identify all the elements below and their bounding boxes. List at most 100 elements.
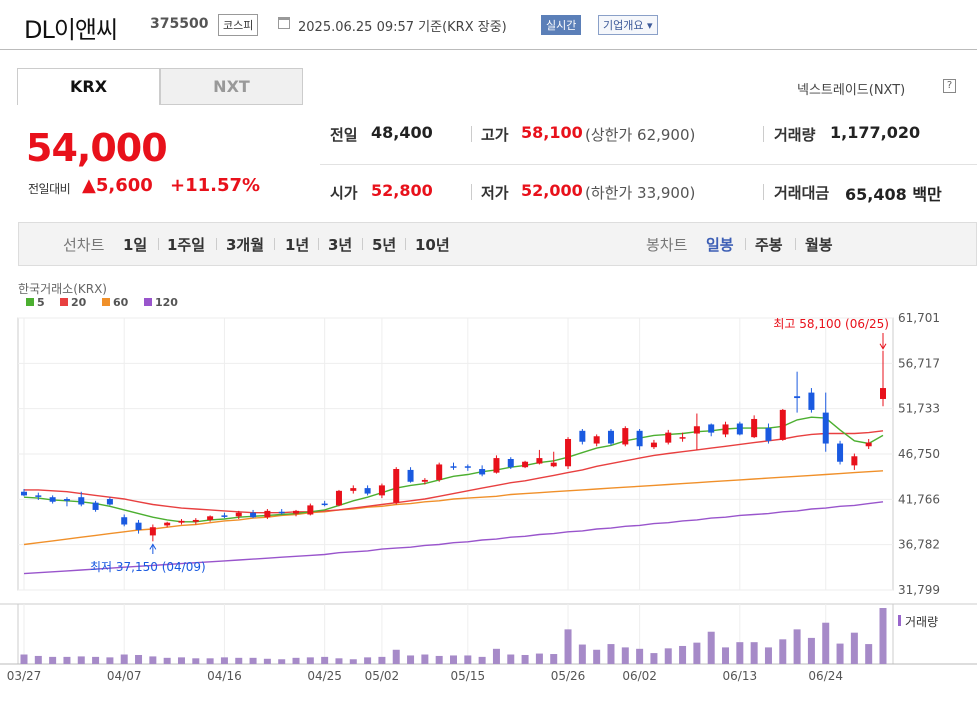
legend-label: 20 bbox=[71, 296, 87, 309]
y-tick-label: 51,733 bbox=[898, 402, 940, 416]
volume-bar bbox=[49, 656, 57, 664]
candle-body bbox=[880, 388, 886, 399]
company-overview-dropdown[interactable]: 기업개요 ▾ bbox=[598, 15, 658, 35]
volume-bar bbox=[206, 658, 214, 664]
tab-nxt[interactable]: NXT bbox=[160, 68, 303, 105]
candle-body bbox=[708, 424, 715, 433]
divider bbox=[274, 238, 275, 250]
volume-bar bbox=[135, 654, 143, 664]
period-daily[interactable]: 일봉 bbox=[706, 236, 734, 254]
period-bar bbox=[18, 222, 977, 266]
period-1w[interactable]: 1주일 bbox=[167, 236, 206, 254]
period-1d[interactable]: 1일 bbox=[123, 236, 148, 254]
divider bbox=[471, 184, 472, 200]
candle-body bbox=[865, 442, 872, 447]
candle-body bbox=[192, 519, 199, 522]
volume-bar bbox=[865, 644, 873, 664]
volume-bar bbox=[679, 645, 687, 664]
realtime-button[interactable]: 실시간 bbox=[541, 15, 582, 35]
candle-body bbox=[808, 392, 815, 410]
tab-krx[interactable]: KRX bbox=[17, 68, 160, 105]
candle-body bbox=[49, 497, 56, 502]
candle-body bbox=[135, 522, 142, 530]
period-3y[interactable]: 3년 bbox=[328, 236, 353, 254]
candle-body bbox=[178, 520, 185, 523]
volume-bar bbox=[20, 654, 28, 664]
change-label: 전일대비 bbox=[28, 182, 71, 196]
volume-bar bbox=[535, 653, 543, 664]
nxt-link[interactable]: 넥스트레이드(NXT) bbox=[797, 83, 906, 98]
volume-bar bbox=[106, 657, 114, 664]
volume-bar bbox=[764, 647, 772, 664]
high-value: 58,100 bbox=[521, 123, 583, 142]
candle-body bbox=[207, 516, 214, 520]
period-5y[interactable]: 5년 bbox=[372, 236, 397, 254]
candle-body bbox=[350, 488, 357, 491]
candle-body bbox=[550, 462, 557, 467]
volume-bar bbox=[693, 642, 701, 664]
y-tick-label: 61,701 bbox=[898, 311, 940, 325]
legend-swatch bbox=[144, 298, 152, 306]
volume-bar bbox=[163, 657, 171, 664]
price-chart[interactable]: 61,701 56,717 51,733 46,750 41,766 36,782 31,7… bbox=[0, 272, 977, 713]
candle-body bbox=[679, 437, 686, 439]
volume-value: 1,177,020 bbox=[830, 123, 921, 142]
candle-body bbox=[765, 428, 772, 441]
x-tick-label: 06/13 bbox=[723, 669, 758, 683]
chart-axes: 61,701 56,717 51,733 46,750 41,766 36,782 31,7… bbox=[7, 311, 940, 683]
divider bbox=[216, 238, 217, 250]
help-icon[interactable]: ? bbox=[943, 79, 956, 93]
volume-bar bbox=[392, 649, 400, 664]
candle-body bbox=[565, 438, 572, 467]
volume-bar bbox=[235, 657, 243, 664]
candle-body bbox=[622, 428, 629, 445]
quote-datetime: 2025.06.25 09:57 기준(KRX 장중) bbox=[298, 20, 507, 35]
volume-bar bbox=[77, 656, 85, 664]
candle-body bbox=[493, 458, 500, 473]
y-tick-label: 41,766 bbox=[898, 492, 940, 506]
volume-bar bbox=[464, 655, 472, 664]
candle-body bbox=[106, 499, 113, 505]
candle-body bbox=[293, 510, 300, 514]
volume-bar bbox=[220, 657, 228, 664]
volume-bar bbox=[578, 644, 586, 664]
candle-body bbox=[63, 499, 70, 501]
divider bbox=[158, 238, 159, 250]
x-tick-label: 05/02 bbox=[365, 669, 400, 683]
candle-body bbox=[593, 436, 600, 444]
candle-body bbox=[335, 490, 342, 506]
candle-body bbox=[779, 409, 786, 440]
period-10y[interactable]: 10년 bbox=[415, 236, 450, 254]
volume-bar bbox=[722, 647, 730, 664]
candle-body bbox=[693, 426, 700, 434]
candle-body bbox=[837, 443, 844, 462]
volume-bar bbox=[550, 654, 558, 664]
low-label: 저가 bbox=[481, 184, 509, 202]
candle-body bbox=[250, 512, 257, 518]
chart-grid bbox=[0, 317, 977, 665]
candle-body bbox=[221, 515, 228, 517]
source-label: 한국거래소(KRX) bbox=[18, 282, 107, 296]
low-annotation: 최저 37,150 (04/09) bbox=[90, 560, 206, 574]
period-monthly[interactable]: 월봉 bbox=[805, 236, 833, 254]
candle-body bbox=[378, 485, 385, 496]
stock-code: 375500 bbox=[150, 16, 209, 32]
period-3m[interactable]: 3개월 bbox=[226, 236, 265, 254]
candle-body bbox=[536, 458, 543, 464]
candle-body bbox=[307, 505, 314, 515]
candle-body bbox=[235, 512, 242, 517]
candle-chart-label: 봉차트 bbox=[646, 236, 688, 254]
period-weekly[interactable]: 주봉 bbox=[755, 236, 783, 254]
candle-body bbox=[421, 479, 428, 482]
candle-body bbox=[450, 466, 457, 468]
x-tick-label: 06/24 bbox=[808, 669, 843, 683]
x-tick-label: 05/15 bbox=[451, 669, 486, 683]
candle-body bbox=[822, 412, 829, 444]
divider bbox=[362, 238, 363, 250]
volume-bar bbox=[34, 655, 42, 664]
volume-bars bbox=[20, 608, 887, 664]
divider bbox=[795, 238, 796, 250]
volume-bar bbox=[779, 639, 787, 664]
period-1y[interactable]: 1년 bbox=[285, 236, 310, 254]
volume-label: 거래량 bbox=[774, 126, 816, 144]
